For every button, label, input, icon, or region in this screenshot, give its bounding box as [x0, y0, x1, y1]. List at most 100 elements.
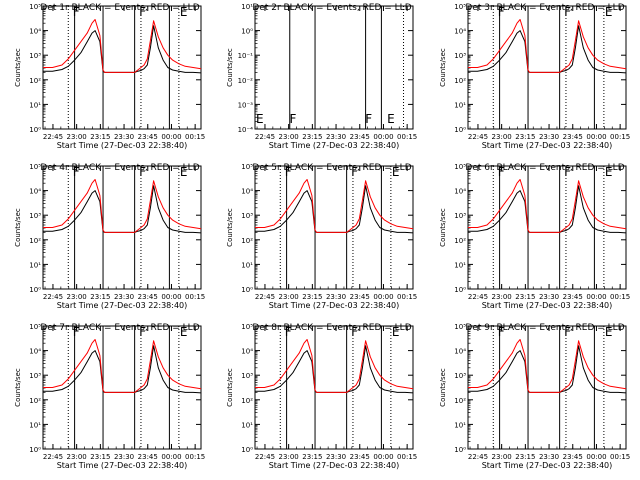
panel-title: Det 5r BLACK = Events, RED = LLD	[252, 163, 411, 173]
detector-panel-6: Det 6r BLACK = Events, RED = LLD 10⁰ 10¹ 10…	[439, 163, 630, 310]
x-tick-label: 23:15	[302, 293, 322, 301]
y-tick-label: 10²	[454, 397, 466, 405]
flag-marker: E	[605, 165, 613, 179]
x-tick-label: 23:45	[350, 133, 370, 141]
y-axis-label: Counts/sec	[226, 48, 234, 87]
x-tick-label: 00:00	[373, 453, 393, 461]
series-line-lld	[43, 179, 202, 233]
x-tick-label: 22:45	[468, 293, 488, 301]
detector-panel-9: Det 9r BLACK = Events, RED = LLD 10⁰ 10¹ 10…	[439, 323, 630, 470]
plot-frame	[254, 5, 414, 130]
series-line-lld	[468, 339, 627, 393]
y-tick-label: 10⁵	[241, 323, 253, 331]
flag-marker: E	[180, 325, 188, 339]
y-tick-label: 10⁵	[454, 323, 466, 331]
x-tick-label: 23:00	[279, 293, 299, 301]
y-tick-label: 10²	[454, 77, 466, 85]
y-tick-label: 10⁴	[241, 348, 253, 356]
x-tick-label: 00:15	[185, 293, 205, 301]
series-line-events	[43, 185, 202, 234]
flag-marker: F	[564, 5, 571, 19]
y-axis-label: Counts/sec	[226, 368, 234, 407]
flag-marker: E	[605, 5, 613, 19]
x-tick-label: 23:00	[67, 293, 87, 301]
x-tick-label: 22:45	[43, 453, 63, 461]
x-tick-label: 23:30	[114, 453, 134, 461]
x-tick-label: 22:45	[468, 453, 488, 461]
flag-marker: E	[256, 112, 264, 126]
x-tick-label: 23:30	[114, 133, 134, 141]
y-tick-label: 10⁰	[241, 446, 253, 454]
flag-marker: F	[73, 165, 80, 179]
y-tick-label: 10⁻²	[238, 77, 254, 85]
y-axis-label: Counts/sec	[14, 208, 22, 247]
x-tick-label: 23:45	[138, 453, 158, 461]
flag-marker: E	[605, 325, 613, 339]
x-axis-label: Start Time (27-Dec-03 22:38:40)	[269, 141, 400, 150]
flag-marker: F	[498, 325, 505, 339]
y-tick-label: 10¹	[241, 421, 253, 429]
panel-title: Det 2r BLACK = Events, RED = LLD	[252, 3, 411, 13]
flag-marker: E	[392, 325, 400, 339]
series-line-lld	[468, 179, 627, 233]
y-tick-label: 10⁻⁴	[238, 126, 254, 134]
x-tick-label: 23:00	[67, 453, 87, 461]
x-axis-label: Start Time (27-Dec-03 22:38:40)	[482, 301, 613, 310]
y-tick-label: 10⁰	[29, 446, 41, 454]
y-tick-label: 10³	[29, 212, 41, 220]
x-axis-label: Start Time (27-Dec-03 22:38:40)	[57, 141, 188, 150]
y-tick-label: 10⁰	[241, 28, 253, 36]
x-tick-label: 00:00	[161, 293, 181, 301]
y-tick-label: 10⁵	[29, 3, 41, 11]
y-tick-label: 10²	[29, 237, 41, 245]
x-tick-label: 23:00	[492, 133, 512, 141]
x-tick-label: 22:45	[43, 293, 63, 301]
panel-title: Det 4r BLACK = Events, RED = LLD	[40, 163, 199, 173]
x-tick-label: 00:00	[586, 133, 606, 141]
x-axis-label: Start Time (27-Dec-03 22:38:40)	[269, 461, 400, 470]
x-tick-label: 00:00	[373, 293, 393, 301]
x-tick-label: 00:00	[161, 453, 181, 461]
flag-marker: F	[498, 165, 505, 179]
panel-title: Det 1r BLACK = Events, RED = LLD	[40, 3, 199, 13]
x-tick-label: 23:30	[326, 133, 346, 141]
x-tick-label: 23:45	[563, 293, 583, 301]
x-tick-label: 23:45	[563, 133, 583, 141]
x-axis-label: Start Time (27-Dec-03 22:38:40)	[482, 461, 613, 470]
flag-marker: F	[351, 325, 358, 339]
y-tick-label: 10³	[454, 372, 466, 380]
y-tick-label: 10⁵	[454, 163, 466, 171]
flag-marker: F	[139, 165, 146, 179]
flag-marker: F	[289, 112, 296, 126]
panel-title: Det 3r BLACK = Events, RED = LLD	[465, 3, 624, 13]
x-tick-label: 00:15	[610, 293, 630, 301]
x-tick-label: 00:15	[397, 133, 417, 141]
y-tick-label: 10⁵	[454, 3, 466, 11]
x-axis-label: Start Time (27-Dec-03 22:38:40)	[482, 141, 613, 150]
x-tick-label: 23:00	[492, 453, 512, 461]
flag-marker: E	[387, 112, 395, 126]
x-tick-label: 22:45	[43, 133, 63, 141]
flag-marker: F	[564, 325, 571, 339]
y-tick-label: 10²	[454, 237, 466, 245]
series-line-lld	[255, 339, 414, 393]
x-tick-label: 22:45	[255, 293, 275, 301]
detector-panel-8: Det 8r BLACK = Events, RED = LLD 10⁰ 10¹ 10…	[226, 323, 417, 470]
x-tick-label: 23:15	[515, 293, 535, 301]
x-tick-label: 23:45	[138, 293, 158, 301]
y-tick-label: 10¹	[454, 101, 466, 109]
y-tick-label: 10¹	[29, 101, 41, 109]
x-tick-label: 23:30	[539, 133, 559, 141]
x-axis-label: Start Time (27-Dec-03 22:38:40)	[57, 301, 188, 310]
y-axis-label: Counts/sec	[439, 48, 447, 87]
detector-panel-7: Det 7r BLACK = Events, RED = LLD 10⁰ 10¹ 10…	[14, 323, 205, 470]
y-tick-label: 10⁵	[241, 163, 253, 171]
x-tick-label: 23:45	[138, 133, 158, 141]
series-line-lld	[43, 339, 202, 393]
x-tick-label: 00:00	[586, 293, 606, 301]
x-tick-label: 23:15	[90, 133, 110, 141]
y-tick-label: 10⁴	[29, 188, 41, 196]
flag-marker: F	[564, 165, 571, 179]
x-tick-label: 00:15	[610, 133, 630, 141]
